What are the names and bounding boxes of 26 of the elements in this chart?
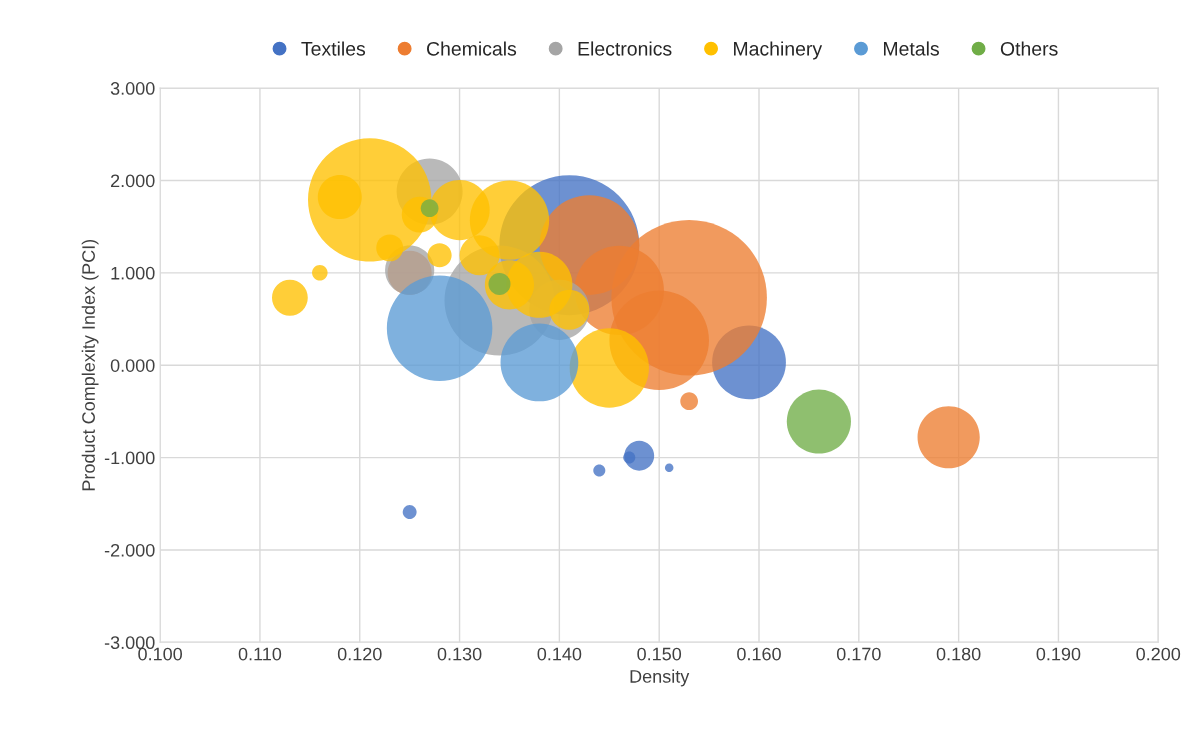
x-tick-label: 0.170	[836, 647, 881, 661]
x-tick-label: 0.150	[637, 647, 682, 661]
x-tick-label: 0.190	[1036, 647, 1081, 661]
x-tick-label: 0.120	[337, 647, 382, 661]
y-tick-label: -3.000	[104, 636, 155, 650]
x-tick-label: 0.110	[238, 647, 282, 661]
y-tick-label: 1.000	[111, 266, 155, 280]
x-tick-label: 0.200	[1136, 647, 1181, 661]
x-tick-label: 0.130	[437, 647, 482, 661]
legend-label: Others	[1000, 41, 1058, 56]
x-axis-title: Density	[630, 669, 690, 687]
y-axis-title: Product Complexity Index (PCI)	[81, 239, 99, 491]
legend-label: Metals	[884, 41, 939, 56]
legend-label: Electronics	[578, 41, 672, 56]
x-tick-label: 0.160	[737, 647, 781, 661]
y-tick-label: -2.000	[104, 543, 155, 557]
y-tick-label: -1.000	[104, 451, 155, 465]
y-tick-label: 3.000	[110, 82, 155, 95]
x-tick-label: 0.100	[138, 647, 183, 661]
x-tick-label: 0.140	[537, 647, 582, 661]
y-tick-label: 2.000	[111, 174, 155, 188]
x-tick-label: 0.180	[936, 647, 981, 661]
legend-label: Textiles	[301, 41, 366, 56]
legend-label: Chemicals	[427, 41, 517, 56]
legend-label: Machinery	[734, 41, 823, 60]
y-tick-label: 0.000	[110, 359, 155, 372]
